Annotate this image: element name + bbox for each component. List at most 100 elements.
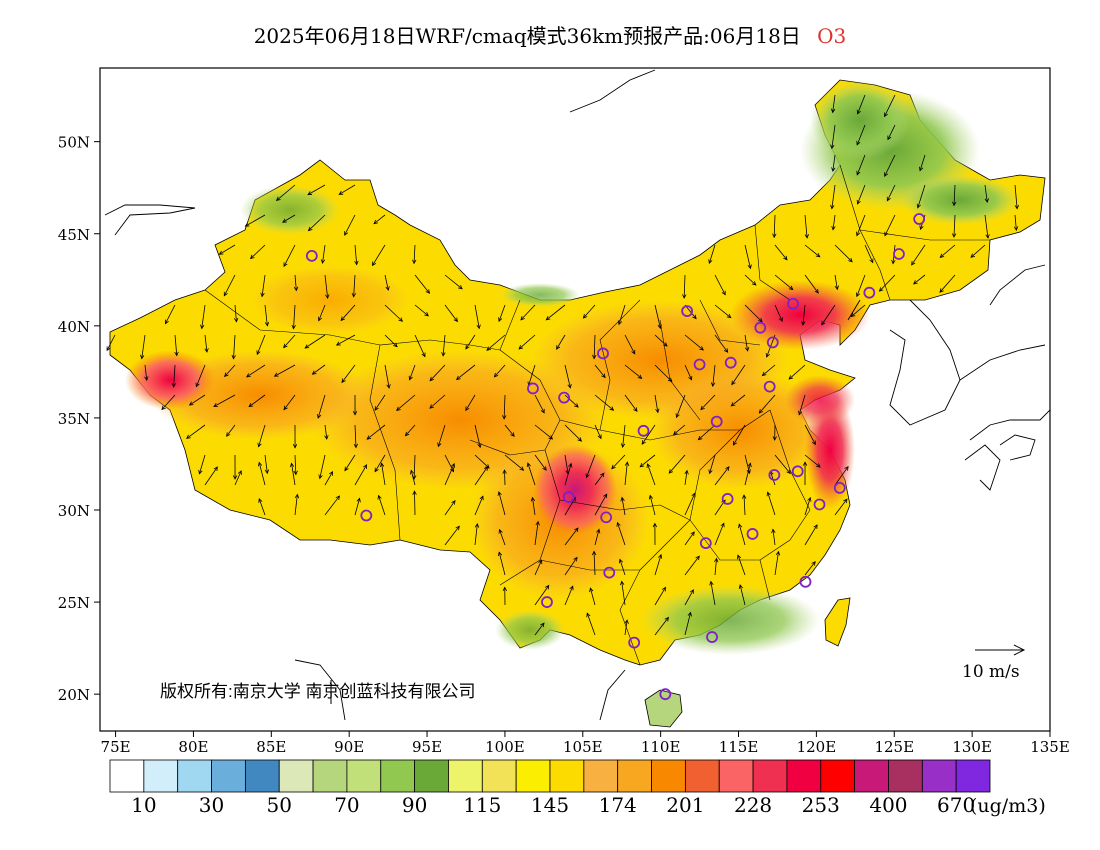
wind-arrow	[493, 364, 506, 378]
wind-arrow	[188, 394, 206, 406]
station-marker	[893, 248, 905, 260]
lon-tick-label: 105E	[563, 738, 603, 756]
wind-arrow	[498, 304, 506, 323]
wind-arrow	[233, 304, 239, 323]
wind-arrow	[293, 274, 299, 292]
legend-tick-label: 50	[267, 793, 292, 817]
wind-arrow	[672, 424, 686, 436]
wind-arrow	[273, 364, 296, 377]
lon-tick-label: 95E	[412, 738, 442, 756]
wind-arrow	[504, 424, 515, 437]
wind-arrow	[289, 462, 296, 486]
wind-arrow	[737, 554, 746, 576]
wind-arrow	[682, 274, 687, 299]
wind-vectors	[106, 94, 1019, 636]
wind-arrow	[497, 491, 506, 516]
wind-arrow	[564, 585, 574, 606]
wind-arrow	[414, 304, 429, 317]
legend-tick-label: 201	[666, 793, 704, 817]
wind-arrow	[878, 274, 896, 292]
wind-arrow	[668, 454, 686, 474]
wind-arrow	[283, 244, 296, 268]
wind-arrow	[384, 304, 404, 322]
wind-arrow	[684, 589, 694, 606]
wind-arrow	[198, 454, 206, 475]
wind-arrow	[585, 454, 596, 479]
wind-arrow	[474, 523, 480, 546]
wind-arrow	[804, 561, 816, 576]
wind-arrow	[884, 94, 896, 118]
station-marker	[628, 636, 641, 649]
wind-arrow	[260, 274, 266, 298]
wind-arrow	[684, 469, 689, 486]
legend-color-box	[414, 759, 449, 793]
wind-arrow	[564, 527, 579, 546]
wind-arrow	[684, 364, 693, 381]
wind-arrow	[396, 394, 416, 412]
wind-arrow	[283, 394, 296, 411]
wind-arrow	[213, 394, 236, 407]
wind-arrow	[245, 364, 266, 378]
copyright-text: 版权所有:南京大学 南京创蓝科技有限公司	[160, 682, 475, 701]
wind-arrow	[697, 424, 716, 441]
wind-arrow	[372, 244, 386, 267]
wind-arrow	[684, 555, 700, 576]
wind-arrow	[317, 394, 326, 419]
station-marker	[706, 631, 718, 643]
wind-arrow	[564, 462, 573, 486]
wind-arrow	[444, 304, 458, 323]
wind-arrow	[520, 304, 536, 321]
wind-arrow	[856, 184, 866, 205]
station-marker	[562, 491, 575, 504]
legend-tick-label: 228	[734, 793, 772, 817]
wind-arrow	[654, 586, 666, 606]
wind-arrow	[654, 334, 668, 347]
wind-arrow	[624, 364, 643, 379]
pollutant-label: O3	[817, 24, 847, 48]
legend-color-box	[718, 759, 754, 793]
wind-arrow	[474, 424, 482, 449]
wind-arrow	[248, 394, 266, 408]
legend-color-box	[752, 759, 788, 793]
lat-tick-label: 45N	[58, 226, 90, 244]
legend-color-box	[515, 759, 551, 793]
legend-color-box	[921, 759, 957, 793]
legend-color-box	[278, 759, 314, 793]
lon-tick-label: 90E	[334, 738, 364, 756]
legend-color-box	[820, 759, 856, 793]
wind-arrow	[594, 424, 602, 440]
wind-arrow	[465, 394, 476, 412]
wind-arrow	[294, 493, 300, 516]
lon-tick-label: 110E	[641, 738, 681, 756]
wind-arrow	[742, 494, 747, 516]
wind-arrow	[140, 334, 146, 360]
wind-arrow	[834, 274, 839, 291]
station-marker	[799, 575, 812, 588]
lon-tick-label: 130E	[952, 738, 992, 756]
lon-tick-label: 80E	[178, 738, 208, 756]
wind-arrow	[545, 304, 566, 321]
wind-arrow	[354, 464, 368, 486]
station-marker	[813, 498, 826, 511]
wind-arrow	[856, 124, 866, 146]
legend-color-box	[346, 759, 382, 793]
wind-arrow	[366, 424, 386, 440]
wind-arrow	[353, 424, 359, 449]
legend-color-box	[651, 759, 686, 793]
wind-arrow	[831, 214, 836, 231]
station-marker	[787, 297, 799, 310]
wind-arrow	[611, 454, 626, 470]
wind-arrow	[373, 214, 386, 225]
wind-arrow	[534, 454, 547, 471]
wind-arrow	[377, 494, 386, 516]
station-marker	[597, 347, 609, 360]
wind-arrow	[801, 304, 806, 326]
wind-arrow	[534, 584, 550, 606]
wind-arrow	[620, 424, 626, 449]
wind-arrow	[437, 424, 446, 448]
station-marker	[637, 424, 650, 437]
legend-color-boxes	[109, 759, 991, 793]
wind-arrow	[258, 498, 266, 516]
wind-reference: 10 m/s	[962, 644, 1026, 682]
lon-tick-label: 125E	[874, 738, 914, 756]
